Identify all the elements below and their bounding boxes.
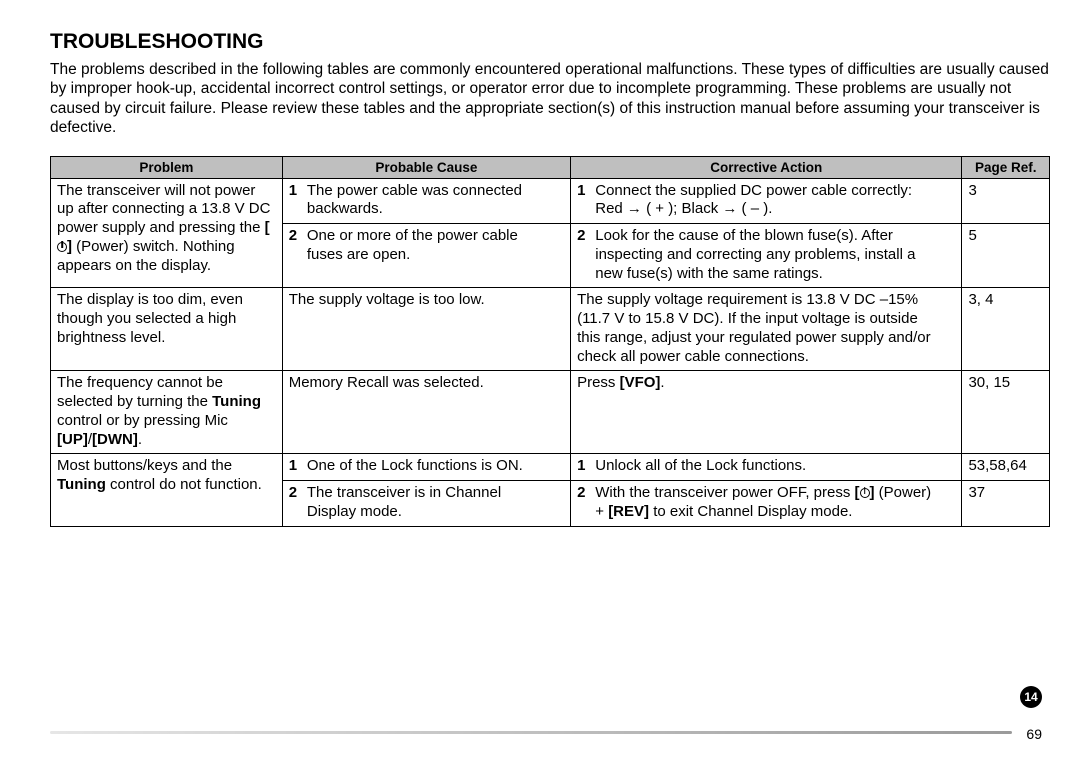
power-icon [860, 488, 870, 498]
corrective-cell: 2 Look for the cause of the blown fuse(s… [571, 224, 962, 288]
cause-cell: 1 The power cable was connected backward… [282, 178, 570, 224]
table-header-row: Problem Probable Cause Corrective Action… [51, 156, 1050, 178]
table-row: Most buttons/keys and the Tuning control… [51, 454, 1050, 481]
table-row: The transceiver will not power up after … [51, 178, 1050, 224]
intro-paragraph: The problems described in the following … [50, 60, 1050, 138]
col-page-ref: Page Ref. [962, 156, 1050, 178]
corrective-cell: Press [VFO]. [571, 371, 962, 454]
cause-cell: 1 One of the Lock functions is ON. [282, 454, 570, 481]
page-ref-cell: 37 [962, 481, 1050, 527]
col-corrective: Corrective Action [571, 156, 962, 178]
problem-cell: The transceiver will not power up after … [51, 178, 283, 288]
section-badge: 14 [1020, 686, 1042, 708]
page-ref-cell: 30, 15 [962, 371, 1050, 454]
page-ref-cell: 53,58,64 [962, 454, 1050, 481]
power-icon [57, 242, 67, 252]
table-row: The display is too dim, even though you … [51, 288, 1050, 371]
footer-rule [50, 731, 1012, 734]
page-title: TROUBLESHOOTING [50, 30, 1050, 54]
col-problem: Problem [51, 156, 283, 178]
page-ref-cell: 5 [962, 224, 1050, 288]
problem-cell: Most buttons/keys and the Tuning control… [51, 454, 283, 526]
problem-cell: The display is too dim, even though you … [51, 288, 283, 371]
corrective-cell: 2 With the transceiver power OFF, press … [571, 481, 962, 527]
table-row: The frequency cannot be selected by turn… [51, 371, 1050, 454]
corrective-cell: 1 Unlock all of the Lock functions. [571, 454, 962, 481]
cause-cell: 2 One or more of the power cable fuses a… [282, 224, 570, 288]
page-number: 69 [1026, 726, 1042, 742]
page-ref-cell: 3, 4 [962, 288, 1050, 371]
cause-cell: The supply voltage is too low. [282, 288, 570, 371]
corrective-cell: The supply voltage requirement is 13.8 V… [571, 288, 962, 371]
problem-cell: The frequency cannot be selected by turn… [51, 371, 283, 454]
troubleshooting-table: Problem Probable Cause Corrective Action… [50, 156, 1050, 527]
cause-cell: 2 The transceiver is in Channel Display … [282, 481, 570, 527]
col-cause: Probable Cause [282, 156, 570, 178]
corrective-cell: 1 Connect the supplied DC power cable co… [571, 178, 962, 224]
page-ref-cell: 3 [962, 178, 1050, 224]
cause-cell: Memory Recall was selected. [282, 371, 570, 454]
